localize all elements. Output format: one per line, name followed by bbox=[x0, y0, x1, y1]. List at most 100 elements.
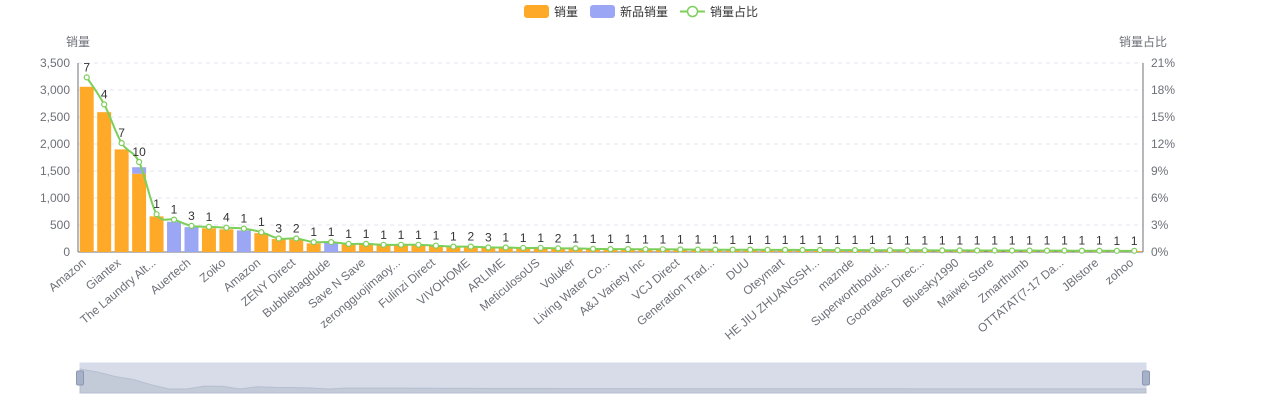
share-point[interactable] bbox=[467, 243, 474, 250]
share-point[interactable] bbox=[136, 158, 143, 166]
share-point[interactable] bbox=[362, 240, 370, 247]
share-point[interactable] bbox=[589, 245, 597, 252]
share-point[interactable] bbox=[432, 242, 440, 249]
share-point[interactable] bbox=[415, 241, 422, 248]
share-point[interactable] bbox=[258, 229, 265, 236]
share-point[interactable] bbox=[223, 224, 230, 231]
legend-item-2[interactable]: 销量占比 bbox=[680, 4, 758, 19]
share-point[interactable] bbox=[729, 246, 736, 253]
share-point[interactable] bbox=[974, 247, 981, 254]
legend[interactable]: 销量 新品销量 销量占比 bbox=[524, 4, 758, 19]
share-point[interactable] bbox=[642, 246, 649, 253]
bar-sales[interactable] bbox=[79, 86, 94, 252]
share-point[interactable] bbox=[520, 244, 527, 252]
line-series[interactable] bbox=[83, 74, 1138, 254]
share-point[interactable] bbox=[624, 246, 632, 253]
share-point[interactable] bbox=[118, 140, 125, 147]
bar-sales[interactable] bbox=[219, 229, 234, 252]
share-point[interactable] bbox=[153, 211, 160, 218]
share-point[interactable] bbox=[293, 235, 300, 242]
share-point[interactable] bbox=[781, 246, 789, 253]
share-point[interactable] bbox=[747, 246, 754, 253]
share-point[interactable] bbox=[83, 74, 90, 81]
bar-new-sales[interactable] bbox=[236, 230, 251, 252]
bar-new-sales[interactable] bbox=[132, 167, 147, 174]
share-point[interactable] bbox=[485, 244, 492, 251]
share-point[interactable] bbox=[991, 247, 998, 254]
share-point[interactable] bbox=[1113, 247, 1120, 254]
share-point[interactable] bbox=[240, 225, 247, 232]
share-point[interactable] bbox=[904, 247, 911, 254]
bar-sales[interactable] bbox=[114, 149, 129, 252]
share-point[interactable] bbox=[764, 246, 771, 253]
share-point[interactable] bbox=[921, 247, 928, 254]
share-point[interactable] bbox=[1026, 247, 1033, 254]
bar-sales[interactable] bbox=[149, 216, 164, 252]
zoom-handle-right[interactable] bbox=[1142, 370, 1150, 386]
y-left-tick-label: 0 bbox=[63, 245, 70, 259]
share-point[interactable] bbox=[328, 239, 335, 246]
share-point[interactable] bbox=[188, 222, 195, 229]
share-point[interactable] bbox=[345, 240, 352, 247]
bar-new-sales[interactable] bbox=[324, 242, 339, 252]
share-point[interactable] bbox=[834, 247, 841, 254]
bar-sales[interactable] bbox=[132, 173, 147, 252]
share-point[interactable] bbox=[1043, 247, 1051, 254]
bar-sales[interactable] bbox=[271, 239, 286, 252]
point-label: 7 bbox=[83, 60, 90, 74]
share-point[interactable] bbox=[956, 247, 963, 254]
bar-sales[interactable] bbox=[359, 244, 374, 252]
point-label: 1 bbox=[642, 232, 649, 246]
bar-new-sales[interactable] bbox=[184, 227, 199, 252]
bar-sales[interactable] bbox=[254, 233, 269, 252]
bar-sales[interactable] bbox=[201, 228, 216, 252]
point-label: 1 bbox=[817, 233, 824, 247]
share-point[interactable] bbox=[939, 247, 946, 254]
share-point[interactable] bbox=[450, 243, 457, 250]
zoom-handle-left[interactable] bbox=[76, 370, 84, 386]
point-label: 1 bbox=[450, 230, 457, 244]
share-point[interactable] bbox=[555, 245, 562, 252]
share-point[interactable] bbox=[380, 241, 387, 248]
share-point[interactable] bbox=[537, 244, 544, 252]
share-point[interactable] bbox=[1061, 247, 1068, 254]
share-point[interactable] bbox=[816, 246, 824, 254]
share-point[interactable] bbox=[1078, 247, 1085, 254]
share-point[interactable] bbox=[607, 246, 614, 253]
legend-item-0[interactable]: 销量 bbox=[524, 5, 578, 19]
share-point[interactable] bbox=[397, 241, 405, 248]
share-point[interactable] bbox=[310, 239, 317, 246]
share-point[interactable] bbox=[101, 101, 108, 108]
y-axis-right: 0% 3% 6% 9% 12% 15% 18% 21% bbox=[1151, 56, 1175, 259]
share-point[interactable] bbox=[869, 247, 876, 254]
share-point[interactable] bbox=[1131, 247, 1138, 254]
share-point[interactable] bbox=[502, 244, 509, 251]
point-label: 1 bbox=[310, 225, 317, 239]
share-point[interactable] bbox=[205, 223, 213, 230]
share-point[interactable] bbox=[694, 246, 701, 253]
share-point[interactable] bbox=[659, 246, 666, 253]
bar-sales[interactable] bbox=[341, 244, 356, 252]
share-point[interactable] bbox=[572, 245, 579, 252]
bar-sales[interactable] bbox=[306, 243, 321, 252]
data-zoom-slider[interactable] bbox=[76, 362, 1150, 394]
share-point[interactable] bbox=[170, 216, 178, 223]
share-point[interactable] bbox=[851, 247, 859, 254]
share-point[interactable] bbox=[712, 246, 719, 253]
bar-sales[interactable] bbox=[411, 245, 426, 252]
point-label: 1 bbox=[1096, 234, 1103, 248]
bar-sales[interactable] bbox=[376, 244, 391, 252]
share-point[interactable] bbox=[886, 247, 893, 254]
point-label: 3 bbox=[485, 231, 492, 245]
share-point[interactable] bbox=[1008, 247, 1016, 254]
bar-sales[interactable] bbox=[289, 239, 304, 252]
share-point[interactable] bbox=[275, 235, 282, 242]
share-point[interactable] bbox=[677, 246, 684, 253]
share-point[interactable] bbox=[1096, 247, 1103, 254]
bar-new-sales[interactable] bbox=[167, 221, 182, 252]
bar-sales[interactable] bbox=[394, 244, 408, 252]
bar-sales[interactable] bbox=[428, 246, 443, 252]
legend-item-1[interactable]: 新品销量 bbox=[590, 4, 668, 19]
share-point[interactable] bbox=[799, 246, 806, 254]
bar-sales[interactable] bbox=[97, 112, 112, 252]
